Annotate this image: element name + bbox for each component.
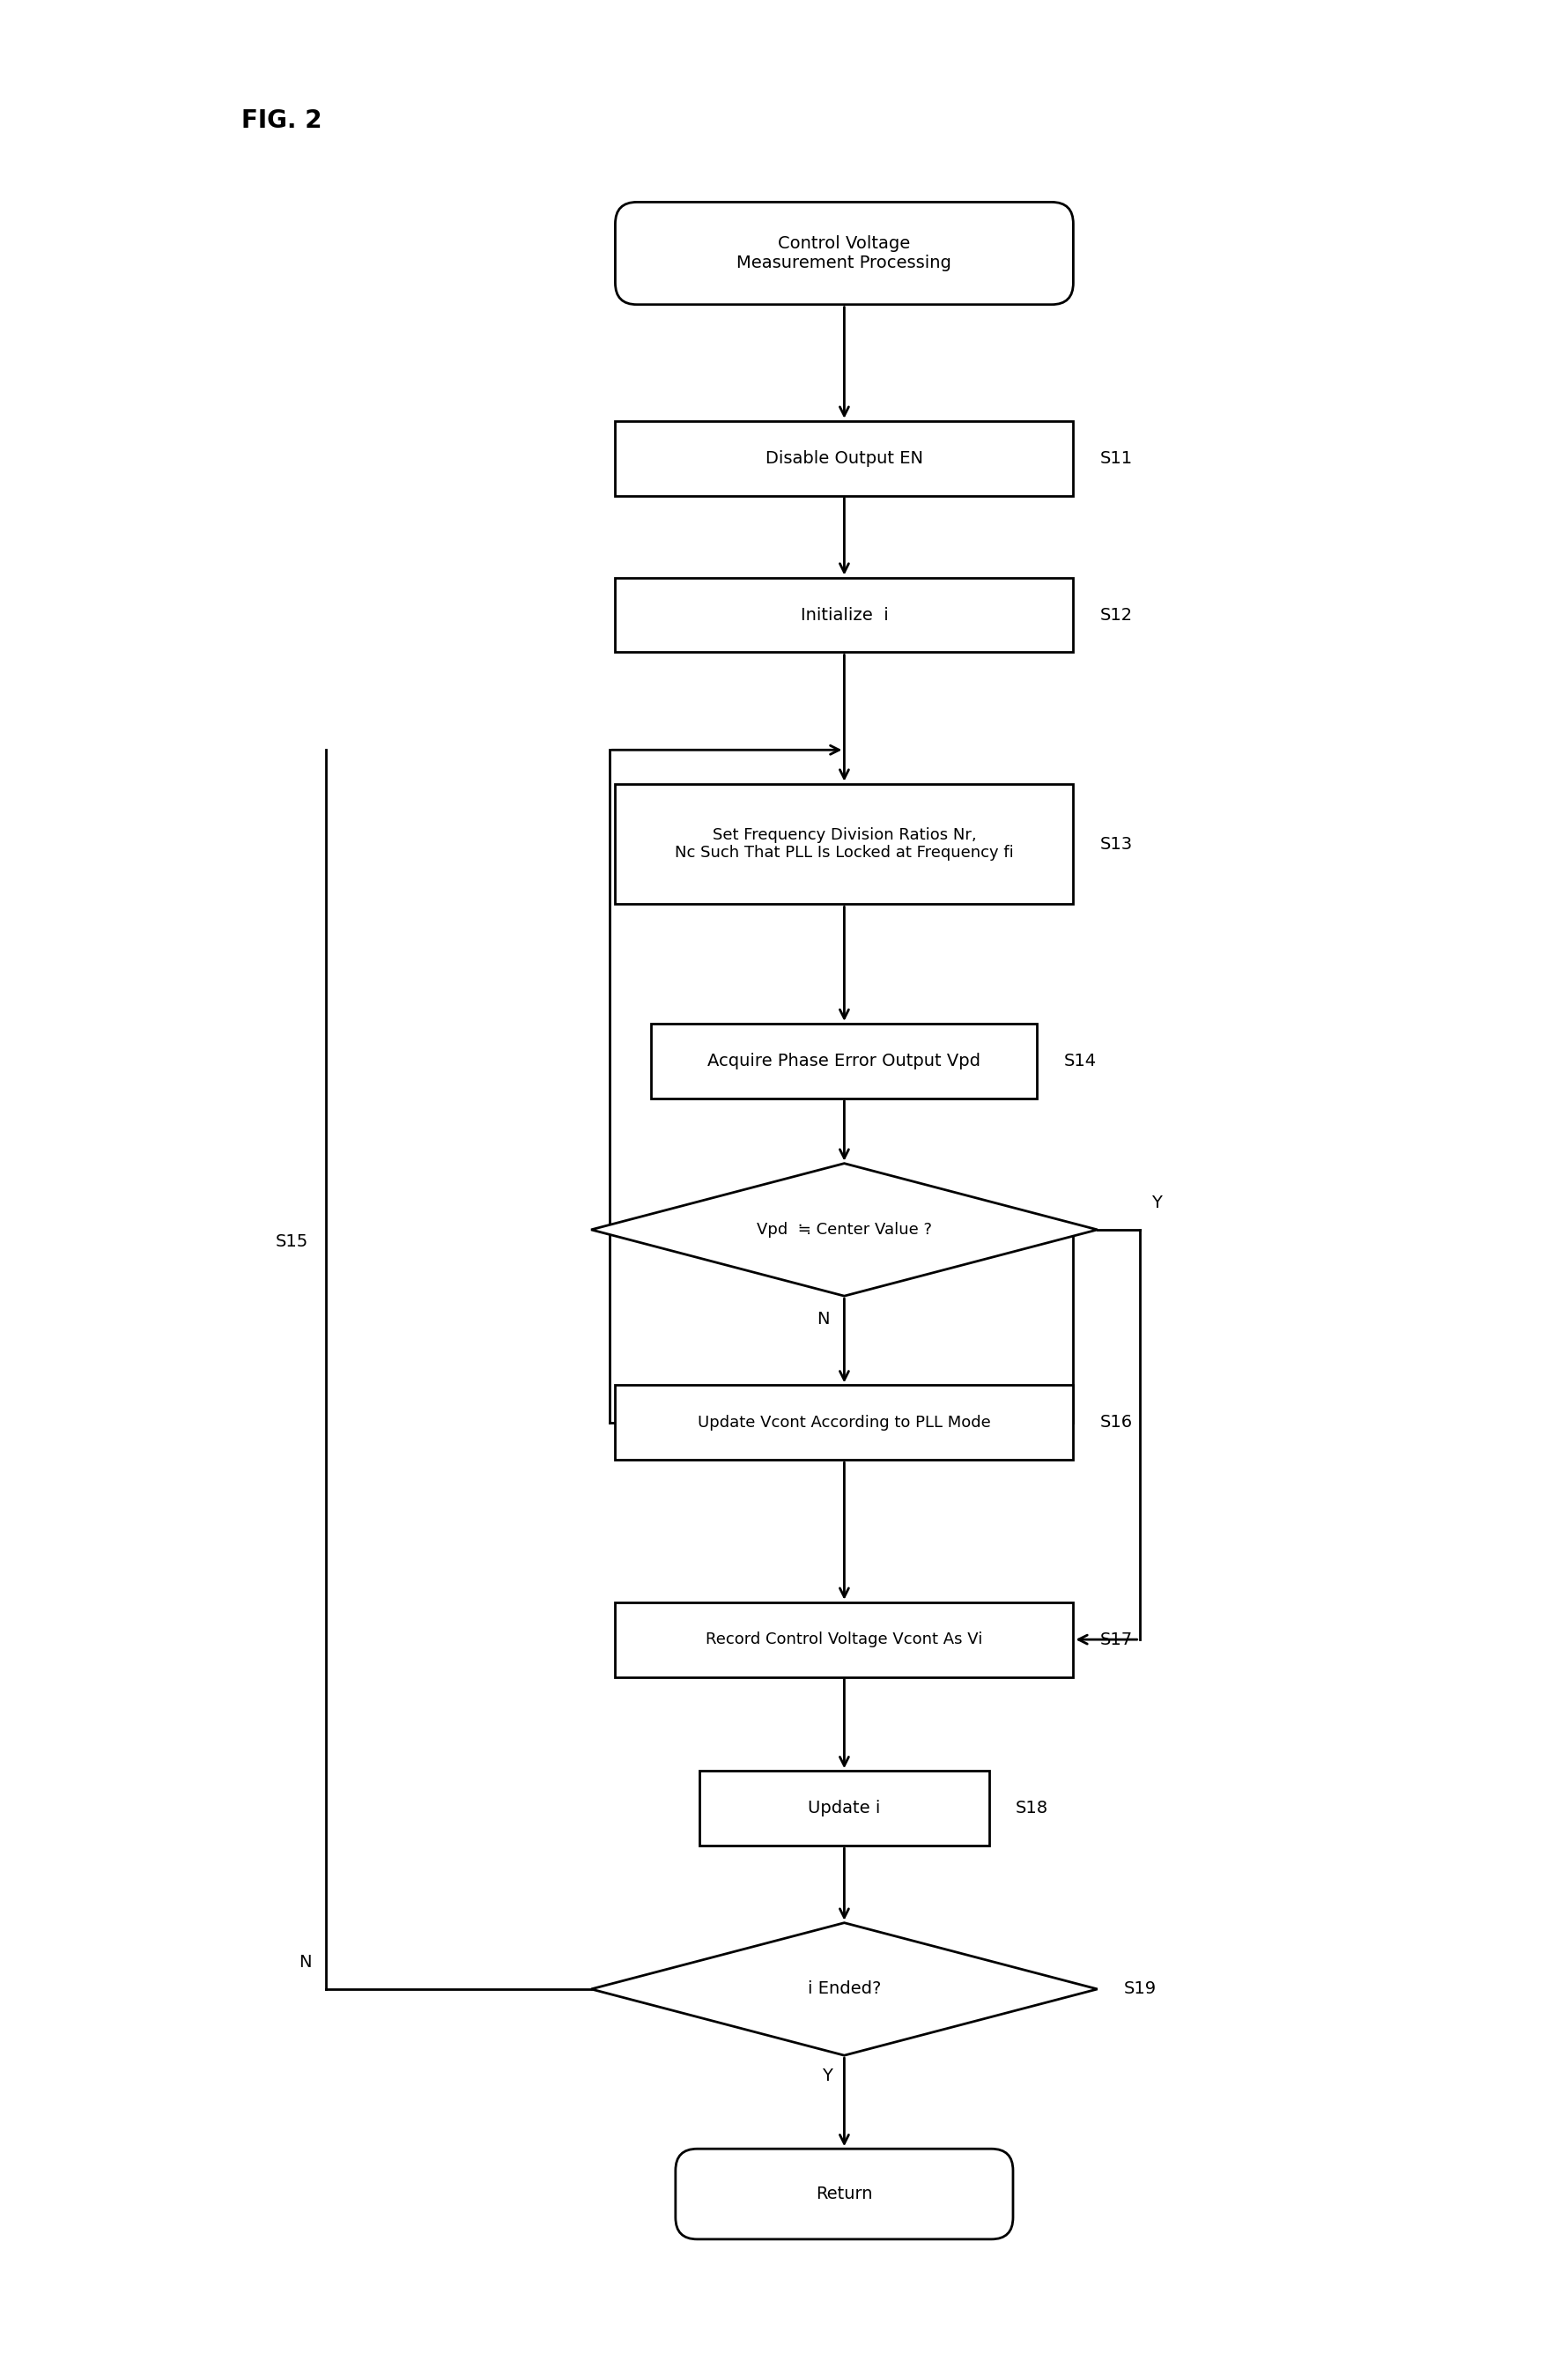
Text: Acquire Phase Error Output Vpd: Acquire Phase Error Output Vpd xyxy=(707,1052,982,1069)
Polygon shape xyxy=(591,1164,1098,1297)
Text: i Ended?: i Ended? xyxy=(808,1981,881,1997)
FancyBboxPatch shape xyxy=(676,2149,1013,2240)
Text: Control Voltage
Measurement Processing: Control Voltage Measurement Processing xyxy=(737,235,952,271)
Text: Record Control Voltage Vcont As Vi: Record Control Voltage Vcont As Vi xyxy=(706,1632,983,1648)
Text: Update i: Update i xyxy=(808,1800,881,1817)
Bar xyxy=(651,1024,1036,1097)
Text: N: N xyxy=(299,1955,312,1971)
Text: Return: Return xyxy=(815,2185,873,2202)
Text: S13: S13 xyxy=(1099,836,1132,853)
Text: S16: S16 xyxy=(1099,1413,1132,1430)
Text: S19: S19 xyxy=(1124,1981,1157,1997)
Bar xyxy=(615,577,1073,653)
Text: S18: S18 xyxy=(1016,1800,1047,1817)
Text: Initialize  i: Initialize i xyxy=(800,606,887,622)
Text: Y: Y xyxy=(1151,1195,1162,1211)
Polygon shape xyxy=(591,1924,1098,2054)
Text: S12: S12 xyxy=(1099,606,1132,622)
Text: Vpd  ≒ Center Value ?: Vpd ≒ Center Value ? xyxy=(757,1221,931,1237)
Text: Set Frequency Division Ratios Nr,
Nc Such That PLL Is Locked at Frequency fi: Set Frequency Division Ratios Nr, Nc Suc… xyxy=(674,826,1014,862)
Bar xyxy=(615,1603,1073,1677)
Text: Update Vcont According to PLL Mode: Update Vcont According to PLL Mode xyxy=(698,1416,991,1430)
Text: S15: S15 xyxy=(274,1233,307,1249)
Text: S14: S14 xyxy=(1063,1052,1096,1069)
Bar xyxy=(699,1772,989,1845)
Text: S11: S11 xyxy=(1099,449,1132,466)
Bar xyxy=(615,1385,1073,1461)
Text: Y: Y xyxy=(822,2069,833,2085)
Text: Disable Output EN: Disable Output EN xyxy=(765,449,924,466)
Bar xyxy=(615,420,1073,496)
Bar xyxy=(615,784,1073,905)
Text: N: N xyxy=(817,1311,829,1328)
Text: FIG. 2: FIG. 2 xyxy=(241,109,321,133)
FancyBboxPatch shape xyxy=(615,202,1073,304)
Text: S17: S17 xyxy=(1099,1632,1132,1648)
